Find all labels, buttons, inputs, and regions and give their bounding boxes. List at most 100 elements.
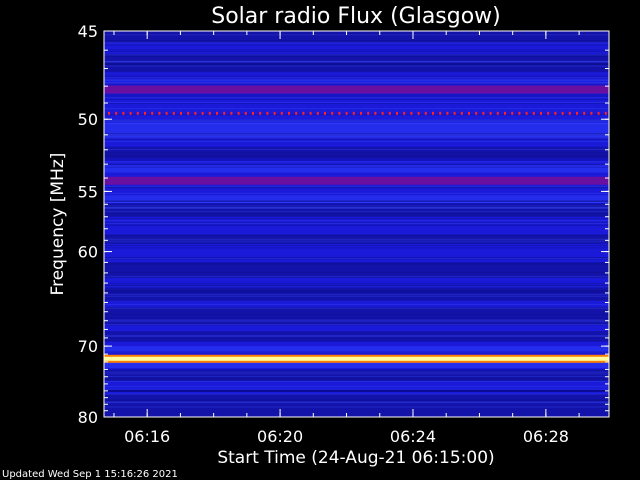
- dark-band: [104, 204, 609, 217]
- band-dot: [511, 111, 514, 115]
- chart-title: Solar radio Flux (Glasgow): [211, 4, 501, 29]
- noise-line: [104, 263, 609, 265]
- dark-band: [104, 146, 609, 159]
- y-tick-label: 70: [78, 337, 98, 356]
- noise-line: [104, 140, 609, 142]
- noise-line: [104, 135, 609, 137]
- band-dot: [432, 111, 434, 115]
- y-tick-label: 55: [78, 182, 98, 201]
- noise-line: [104, 119, 609, 121]
- noise-line: [104, 161, 609, 163]
- noise-line: [104, 50, 609, 52]
- noise-line: [104, 163, 609, 165]
- dark-band: [104, 288, 609, 301]
- noise-line: [104, 192, 609, 194]
- noise-line: [104, 380, 609, 382]
- noise-line: [104, 284, 609, 286]
- band-dot: [403, 111, 406, 115]
- band-dot: [583, 111, 586, 115]
- band-dot: [237, 111, 240, 115]
- noise-line: [104, 138, 609, 140]
- noise-line: [104, 241, 609, 243]
- noise-line: [104, 102, 609, 104]
- updated-timestamp: Updated Wed Sep 1 15:16:26 2021: [2, 469, 178, 480]
- noise-line: [104, 79, 609, 81]
- noise-line: [104, 148, 609, 150]
- band-dot: [115, 111, 118, 115]
- band-dot: [144, 111, 146, 115]
- band-dot: [208, 111, 211, 115]
- noise-line: [104, 77, 609, 79]
- noise-line: [104, 215, 609, 217]
- noise-line: [104, 211, 609, 213]
- band-dot: [288, 111, 290, 115]
- band-dot: [108, 111, 110, 115]
- band-dot: [410, 111, 413, 115]
- noise-line: [104, 323, 609, 325]
- dark-band: [104, 53, 609, 73]
- y-axis-label: Frequency [MHz]: [48, 153, 68, 296]
- band-dot: [216, 111, 218, 115]
- noise-line: [104, 166, 609, 168]
- band-dot: [302, 111, 305, 115]
- noise-line: [104, 158, 609, 160]
- band-dot: [482, 111, 485, 115]
- noise-line: [104, 119, 609, 121]
- y-tick-label: 60: [78, 243, 98, 262]
- band-dot: [468, 111, 470, 115]
- x-tick-label: 06:20: [257, 427, 303, 446]
- band-dot: [532, 111, 535, 115]
- band-dot: [597, 111, 600, 115]
- noise-line: [104, 119, 609, 121]
- noise-line: [104, 258, 609, 260]
- noise-line: [104, 399, 609, 401]
- band-dot: [374, 111, 377, 115]
- noise-line: [104, 155, 609, 157]
- band-dot: [158, 111, 161, 115]
- noise-line: [104, 376, 609, 378]
- noise-line: [104, 238, 609, 240]
- noise-line: [104, 340, 609, 342]
- noise-line: [104, 373, 609, 375]
- noise-line: [104, 334, 609, 336]
- dark-band: [104, 262, 609, 279]
- band-dot: [201, 111, 204, 115]
- band-dot: [590, 111, 593, 115]
- noise-line: [104, 40, 609, 42]
- light-band: [104, 164, 609, 173]
- noise-line: [104, 137, 609, 139]
- band-dot: [475, 111, 478, 115]
- band-dot: [129, 111, 132, 115]
- noise-line: [104, 307, 609, 309]
- band-dot: [360, 111, 362, 115]
- light-band: [104, 122, 609, 138]
- band-dot: [280, 111, 283, 115]
- band-dot: [460, 111, 463, 115]
- noise-line: [104, 186, 609, 188]
- noise-line: [104, 200, 609, 202]
- x-axis-label: Start Time (24-Aug-21 06:15:00): [217, 448, 494, 468]
- band-dot: [540, 111, 542, 115]
- noise-line: [104, 61, 609, 63]
- noise-line: [104, 362, 609, 364]
- band-dot: [388, 111, 391, 115]
- dark-band: [104, 31, 609, 43]
- noise-line: [104, 257, 609, 259]
- band-dot: [165, 111, 168, 115]
- noise-line: [104, 137, 609, 139]
- band-dot: [259, 111, 262, 115]
- noise-line: [104, 77, 609, 79]
- noise-line: [104, 96, 609, 98]
- band-dot: [324, 111, 326, 115]
- noise-line: [104, 218, 609, 220]
- noise-line: [104, 108, 609, 110]
- noise-line: [104, 44, 609, 46]
- noise-line: [104, 49, 609, 51]
- noise-line: [104, 62, 609, 64]
- band-dot: [151, 111, 154, 115]
- noise-line: [104, 204, 609, 206]
- x-tick-label: 06:16: [124, 427, 170, 446]
- dark-band: [104, 369, 609, 382]
- band-dot: [525, 111, 528, 115]
- noise-line: [104, 186, 609, 188]
